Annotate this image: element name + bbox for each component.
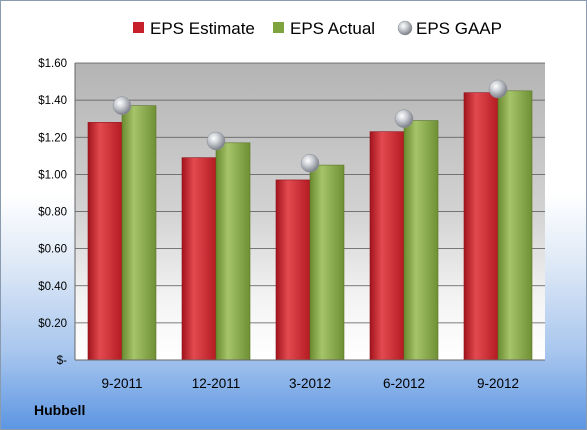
legend-label: EPS GAAP [416,19,502,38]
bar-eps-estimate [463,92,499,361]
bar-eps-estimate [87,122,123,361]
y-tick-label: $1.40 [38,95,67,107]
bar-eps-estimate [275,179,311,361]
marker-eps-gaap [206,131,226,151]
bar-eps-actual [121,105,157,361]
bar-eps-actual [497,90,533,361]
bar-eps-estimate [369,131,405,361]
legend-label: EPS Actual [290,19,375,38]
marker-eps-gaap [488,79,508,99]
y-tick-label: $0.20 [38,318,67,330]
x-tick-label: 12-2011 [192,376,241,391]
bar-eps-actual [309,164,345,361]
x-tick-label: 9-2012 [477,376,519,391]
marker-eps-gaap [112,96,132,115]
bar-eps-actual [403,120,439,361]
bar-eps-estimate [181,157,217,361]
bar-eps-actual [215,142,251,361]
y-tick-label: $0.80 [38,207,67,219]
marker-eps-gaap [300,153,320,173]
x-tick-label: 3-2012 [289,376,331,391]
company-name: Hubbell [34,402,86,418]
y-tick-label: $1.00 [38,169,67,181]
marker-eps-gaap [394,109,414,128]
legend-swatch-gaap [397,20,413,36]
legend-label: EPS Estimate [150,19,255,38]
x-tick-label: 9-2011 [101,376,142,391]
y-tick-label: $0.60 [38,244,67,256]
legend-swatch-estimate [133,22,144,33]
y-tick-label: $- [57,355,67,367]
legend-swatch-actual [273,22,284,33]
y-tick-label: $0.40 [38,281,67,293]
x-tick-label: 6-2012 [383,376,425,391]
y-tick-label: $1.60 [38,58,67,70]
y-tick-label: $1.20 [38,132,67,144]
